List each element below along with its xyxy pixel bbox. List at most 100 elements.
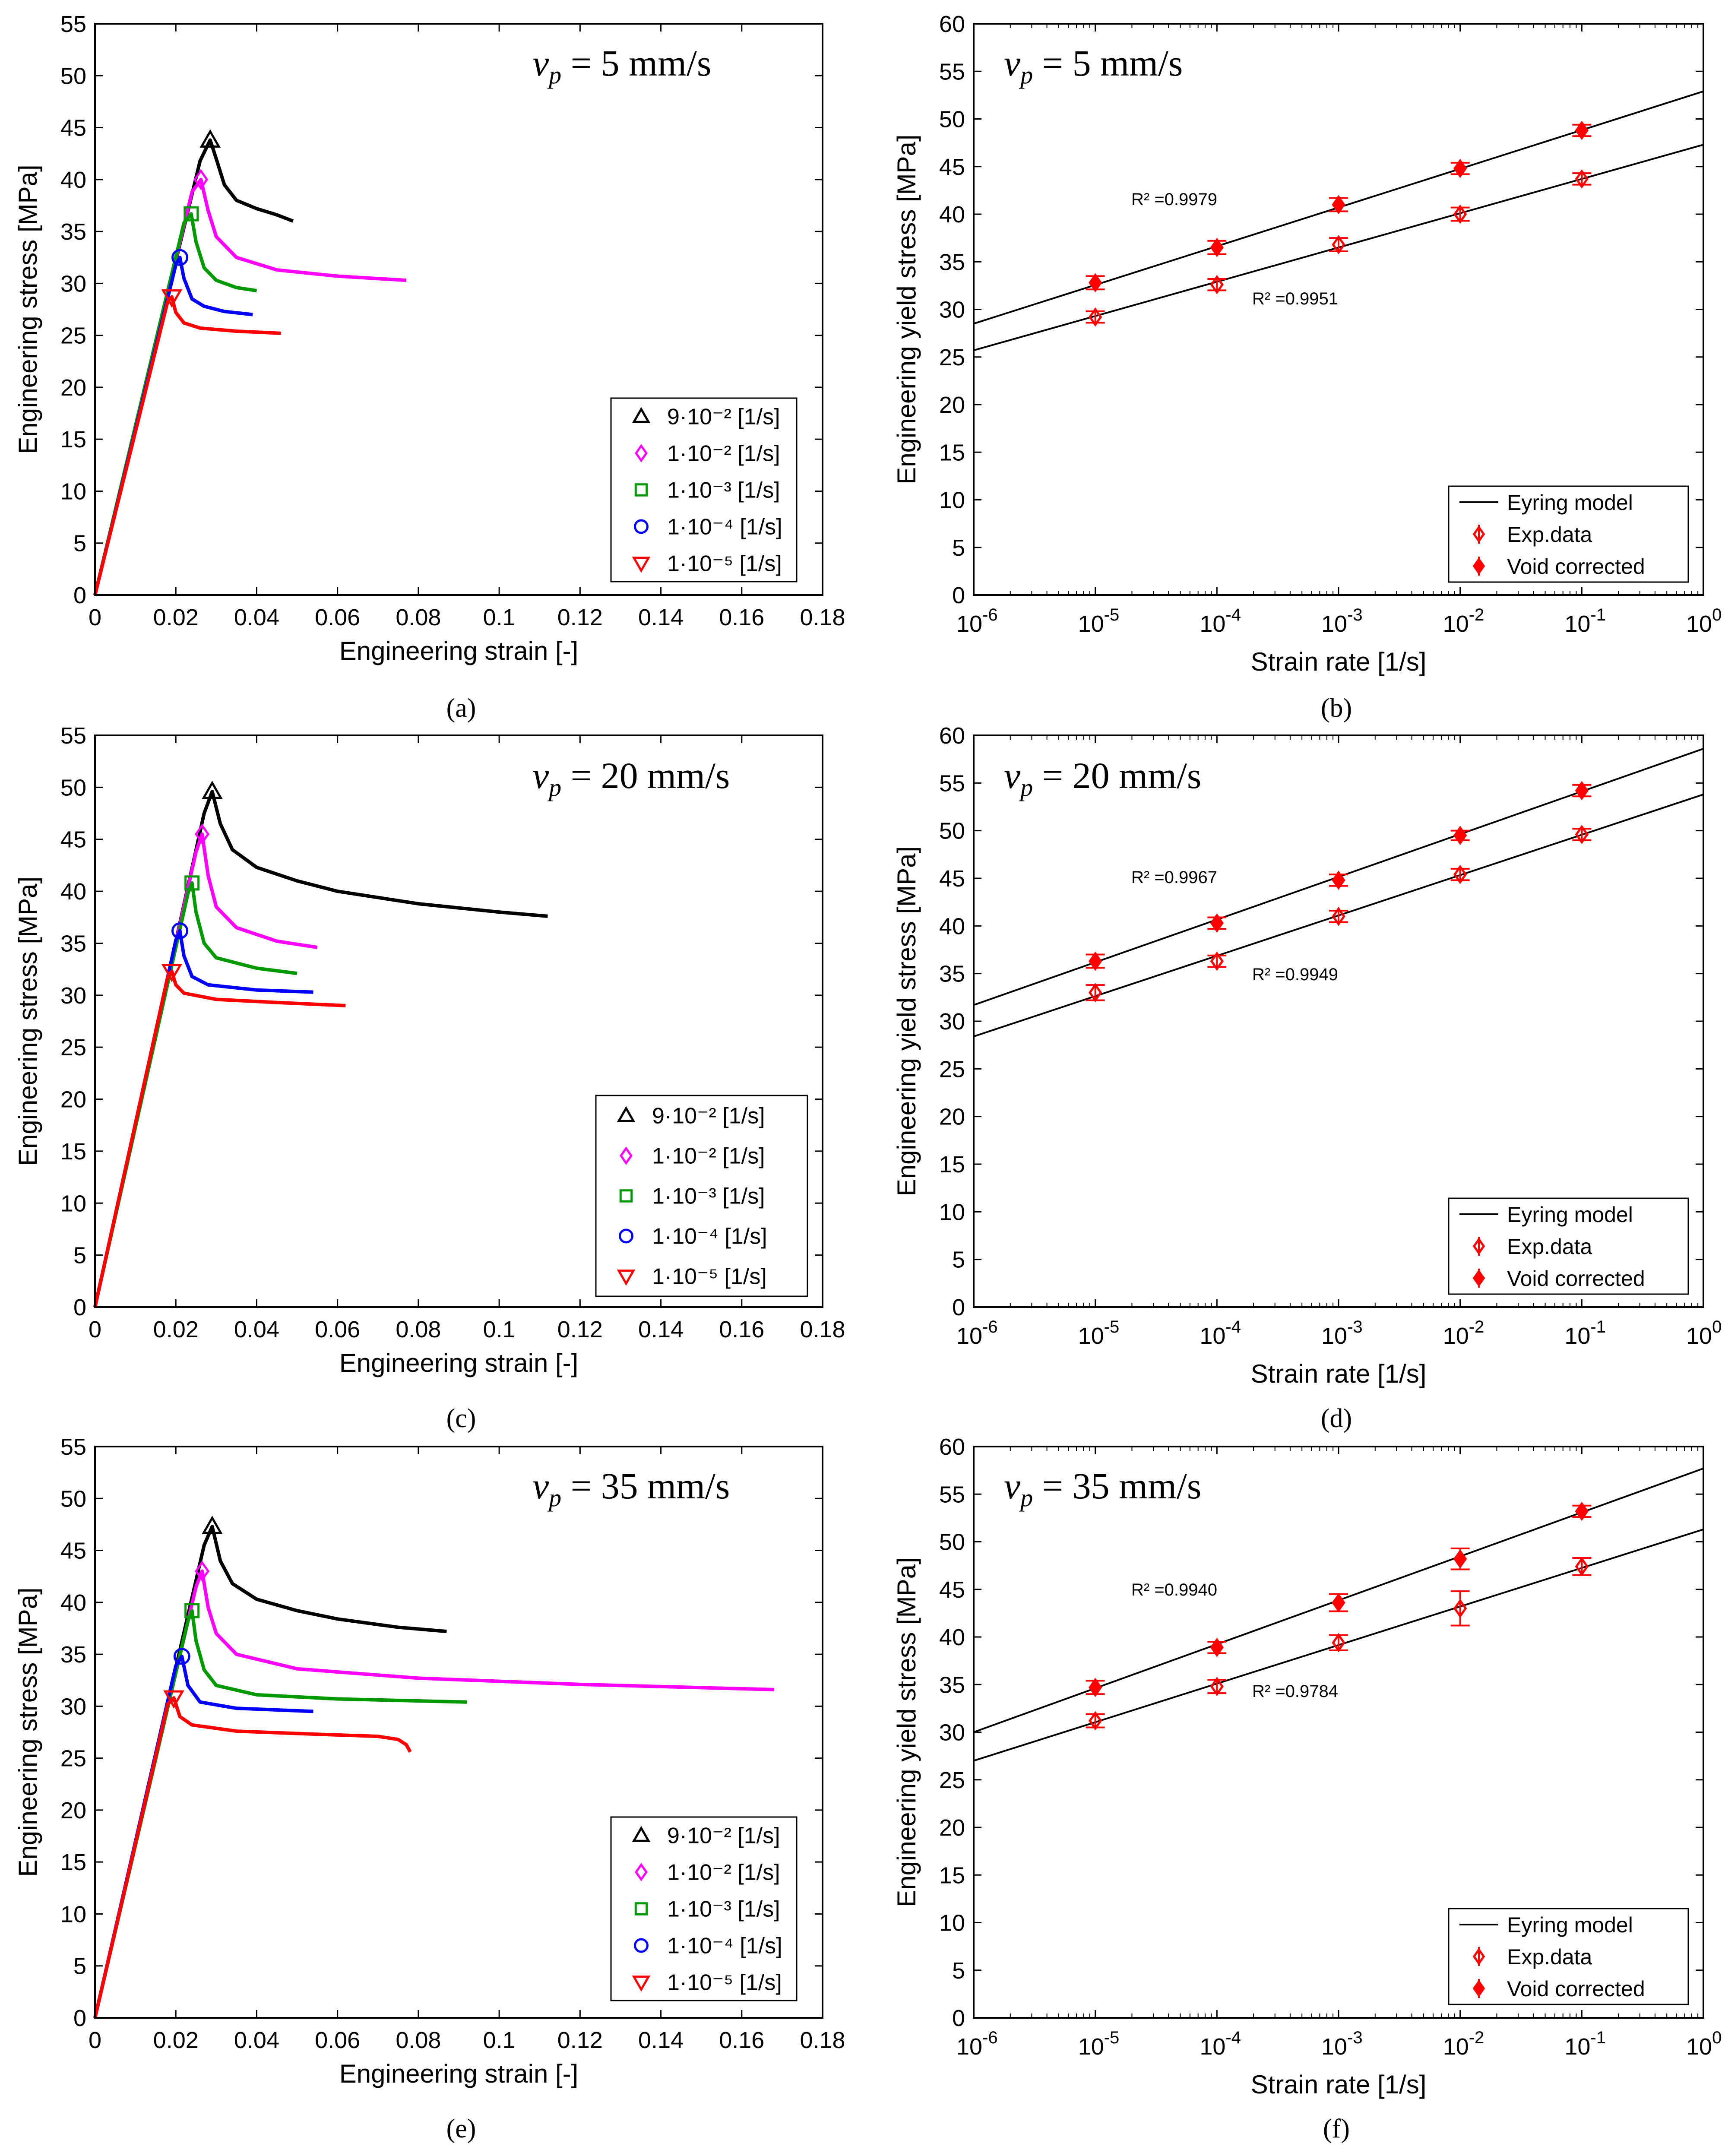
y-tick-label: 55 (939, 770, 965, 796)
x-tick-label: 0.04 (234, 1317, 279, 1342)
x-tick-label: 0.18 (800, 2027, 845, 2053)
y-tick-label: 20 (60, 375, 86, 401)
legend-label-1: 1·10⁻² [1/s] (652, 1144, 765, 1169)
x-axis-label: Engineering strain [-] (339, 1349, 579, 1377)
y-tick-label: 50 (60, 63, 86, 89)
y-tick-label: 55 (60, 11, 86, 37)
legend-label-0: 9·10⁻² [1/s] (652, 1104, 765, 1129)
legend-marker-0 (632, 407, 651, 423)
y-tick-label: 5 (952, 1247, 965, 1273)
y-tick-label: 60 (939, 1434, 965, 1460)
x-tick-label: 0.14 (638, 2027, 684, 2053)
legend-label-3: 1·10⁻⁴ [1/s] (667, 1934, 782, 1959)
y-tick-label: 15 (60, 427, 86, 453)
y-tick-label: 40 (939, 202, 965, 228)
legend: Eyring model Exp.data Void corrected (1448, 1908, 1689, 2005)
x-tick-label: 10-3 (1321, 2028, 1363, 2060)
legend-box (610, 397, 798, 583)
legend-label-2: 1·10⁻³ [1/s] (667, 478, 780, 503)
y-axis-label: Engineering yield stress [MPa] (892, 846, 921, 1196)
y-tick-label: 45 (60, 115, 86, 141)
x-tick-label: 0.08 (396, 1317, 441, 1342)
series-curve-1 (93, 177, 407, 595)
series-peak-marker-0 (202, 780, 223, 799)
x-axis-label: Engineering strain [-] (339, 636, 579, 665)
figure-root: 0 0.02 0.04 0.06 0.08 0.1 0.12 0.14 0.16 0.18 0 5 10… (13, 11, 1722, 2143)
x-tick-label: 10-2 (1443, 1317, 1484, 1349)
y-tick-label: 0 (952, 583, 965, 608)
r2-exp-label: R² =0.9951 (1252, 289, 1338, 308)
y-tick-label: 45 (60, 1538, 86, 1564)
legend-label-2: Void corrected (1507, 1977, 1645, 2001)
legend-label-1: Exp.data (1507, 1945, 1592, 1969)
axes-box (94, 23, 823, 596)
void-corrected-marker-0 (1089, 951, 1102, 971)
series-peak-marker-4 (163, 1690, 184, 1709)
x-tick-label: 0.04 (234, 2027, 279, 2053)
x-tick-label: 0.12 (557, 605, 603, 630)
speed-annotation: vp = 5 mm/s (532, 42, 711, 89)
legend-marker-void (1472, 1979, 1485, 1998)
y-tick-label: 5 (952, 1958, 965, 1984)
exp-data-marker-1 (1210, 1677, 1224, 1697)
y-axis-label: Engineering stress [MPa] (13, 877, 42, 1166)
legend-marker-1 (620, 1146, 633, 1165)
legend-label-2: Void corrected (1507, 554, 1645, 579)
legend-marker-2 (634, 483, 648, 497)
y-tick-label: 25 (60, 1035, 86, 1061)
y-tick-label: 0 (952, 1295, 965, 1320)
series-curve-0 (93, 138, 294, 595)
x-tick-label: 0 (89, 605, 101, 630)
x-tick-label: 10-3 (1321, 1317, 1363, 1349)
legend-marker-exp (1472, 1237, 1485, 1255)
x-axis-label: Strain rate [1/s] (1251, 647, 1427, 676)
exp-data-marker-0 (1089, 307, 1102, 327)
panel-caption: (c) (446, 1404, 476, 1433)
legend-label-4: 1·10⁻⁵ [1/s] (652, 1264, 767, 1289)
series-peak-marker-1 (195, 1561, 210, 1582)
x-tick-label: 0.16 (719, 1317, 764, 1342)
legend-box (610, 1816, 798, 2001)
legend-label-1: Exp.data (1507, 522, 1592, 547)
y-tick-label: 10 (939, 488, 965, 513)
legend-marker-0 (617, 1106, 636, 1122)
y-tick-label: 20 (60, 1087, 86, 1113)
y-tick-label: 20 (939, 1815, 965, 1841)
r2-void-label: R² =0.9967 (1131, 868, 1217, 887)
legend: 9·10⁻² [1/s] 1·10⁻² [1/s] 1·10⁻³ [1/s] 1·10… (595, 1095, 808, 1297)
x-tick-label: 10-4 (1200, 1317, 1241, 1349)
x-tick-label: 0.12 (557, 2027, 603, 2053)
x-tick-label: 10-6 (956, 1317, 998, 1349)
y-tick-label: 45 (939, 866, 965, 892)
y-tick-label: 30 (939, 297, 965, 323)
y-tick-label: 15 (939, 440, 965, 465)
y-tick-label: 10 (60, 1190, 86, 1216)
panel-caption: (f) (1323, 2114, 1350, 2143)
axes-box (94, 1446, 823, 2019)
legend-marker-3 (634, 1938, 649, 1953)
r2-exp-label: R² =0.9949 (1252, 965, 1338, 984)
x-tick-label: 0.02 (153, 1317, 199, 1342)
void-corrected-marker-3 (1453, 826, 1467, 845)
x-tick-label: 0.06 (315, 2027, 360, 2053)
x-tick-label: 0.06 (315, 605, 360, 630)
x-axis-label: Strain rate [1/s] (1251, 2070, 1427, 2099)
series-curve-2 (93, 212, 257, 595)
void-corrected-marker-4 (1575, 1501, 1589, 1521)
y-tick-label: 55 (939, 1482, 965, 1507)
legend-label-1: Exp.data (1507, 1235, 1592, 1259)
series-peak-marker-1 (193, 169, 209, 190)
void-corrected-marker-2 (1332, 871, 1345, 890)
y-tick-label: 30 (60, 983, 86, 1009)
stress-strain-chart-e: 0 0.02 0.04 0.06 0.08 0.1 0.12 0.14 0.16 0.18 0 5 10… (13, 1434, 845, 2143)
series-peak-marker-2 (184, 206, 199, 222)
x-tick-label: 10-5 (1078, 605, 1120, 637)
x-tick-label: 10-1 (1564, 605, 1606, 637)
x-tick-label: 10-3 (1321, 605, 1363, 637)
exp-data-marker-3 (1453, 864, 1467, 884)
series-peak-marker-3 (171, 922, 189, 940)
x-tick-label: 10-1 (1564, 1317, 1606, 1349)
x-tick-label: 0.18 (800, 1317, 845, 1342)
x-tick-label: 0.1 (483, 1317, 516, 1342)
x-tick-label: 0.08 (396, 2027, 441, 2053)
